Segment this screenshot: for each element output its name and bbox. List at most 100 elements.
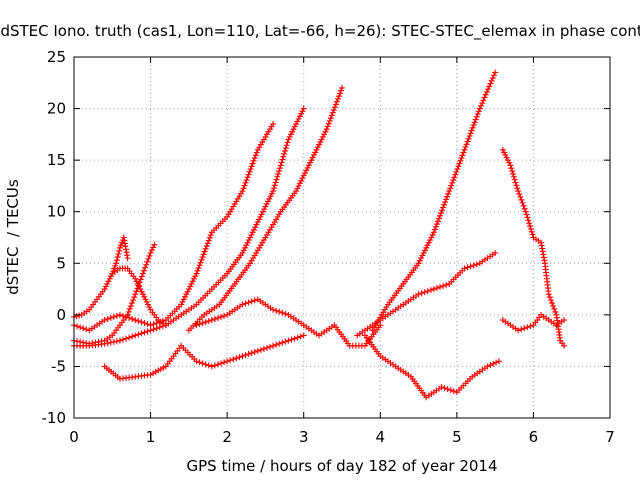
data-point	[107, 314, 114, 321]
data-point	[483, 88, 490, 95]
data-point	[527, 323, 534, 330]
plot-frame	[73, 56, 611, 419]
data-point	[524, 324, 531, 331]
data-point	[327, 115, 334, 122]
data-point	[202, 361, 209, 368]
series-arc-e	[71, 105, 307, 349]
data-point	[139, 270, 146, 277]
data-point	[415, 291, 422, 298]
data-point	[208, 363, 215, 370]
data-point	[316, 141, 323, 148]
data-point	[202, 245, 209, 252]
data-point	[293, 188, 300, 195]
data-point	[262, 203, 269, 210]
data-point	[189, 278, 196, 285]
data-point	[142, 296, 149, 303]
data-point	[295, 115, 302, 122]
data-point	[298, 177, 305, 184]
data-point	[444, 386, 451, 393]
data-point	[546, 294, 553, 301]
data-point	[487, 80, 494, 87]
data-point	[290, 126, 297, 133]
data-point	[419, 252, 426, 259]
data-point	[303, 167, 310, 174]
data-point	[470, 262, 477, 269]
data-point	[196, 321, 203, 328]
data-point	[242, 300, 249, 307]
data-point	[415, 260, 422, 267]
data-point	[443, 281, 450, 288]
data-point	[479, 100, 486, 107]
data-point	[184, 288, 191, 295]
data-point	[300, 332, 307, 339]
data-point	[138, 273, 145, 280]
data-point	[110, 313, 117, 320]
data-point	[430, 286, 437, 293]
data-point	[294, 118, 301, 125]
data-point	[276, 340, 283, 347]
series-arc-j	[369, 69, 499, 334]
data-point	[430, 229, 437, 236]
data-point	[440, 282, 447, 289]
data-point	[462, 144, 469, 151]
data-point	[276, 165, 283, 172]
data-point	[203, 243, 210, 250]
data-point	[208, 317, 215, 324]
data-point	[439, 207, 446, 214]
data-point	[134, 280, 141, 287]
data-point	[74, 323, 81, 330]
x-tick-label: 7	[605, 428, 615, 446]
data-point	[201, 248, 208, 255]
data-point	[464, 138, 471, 145]
data-point	[242, 352, 249, 359]
data-point	[199, 320, 206, 327]
data-point	[257, 213, 264, 220]
data-point	[545, 291, 552, 298]
data-point	[547, 297, 554, 304]
data-point	[312, 149, 319, 156]
data-point	[282, 145, 289, 152]
data-point	[323, 126, 330, 133]
data-point	[437, 284, 444, 291]
data-point	[518, 196, 525, 203]
data-point	[101, 317, 108, 324]
data-point	[144, 321, 151, 328]
data-point	[317, 139, 324, 146]
data-point	[141, 320, 148, 327]
data-point	[256, 216, 263, 223]
data-point	[416, 257, 423, 264]
data-point	[266, 195, 273, 202]
data-point	[214, 314, 221, 321]
data-point	[521, 325, 528, 332]
data-point	[148, 247, 155, 254]
data-points	[71, 69, 568, 401]
data-point	[442, 199, 449, 206]
data-point	[241, 182, 248, 189]
data-point	[279, 339, 286, 346]
data-point	[205, 362, 212, 369]
data-point	[460, 149, 467, 156]
data-point	[468, 127, 475, 134]
data-point	[239, 249, 246, 256]
data-point	[286, 133, 293, 140]
data-point	[196, 262, 203, 269]
data-point	[337, 87, 344, 94]
data-point	[526, 220, 533, 227]
data-point	[464, 264, 471, 271]
data-point	[116, 337, 123, 344]
data-point	[322, 128, 329, 135]
data-point	[193, 358, 200, 365]
data-point	[296, 113, 303, 120]
data-point	[424, 288, 431, 295]
data-point	[137, 276, 144, 283]
data-point	[454, 166, 461, 173]
data-point	[224, 358, 231, 365]
data-point	[420, 249, 427, 256]
data-point	[515, 327, 522, 334]
data-point	[299, 175, 306, 182]
data-point	[513, 182, 520, 189]
y-tick-label: 20	[47, 100, 66, 118]
data-point	[146, 304, 153, 311]
data-point	[282, 338, 289, 345]
chart-title: dSTEC Iono. truth (cas1, Lon=110, Lat=-6…	[0, 22, 640, 41]
